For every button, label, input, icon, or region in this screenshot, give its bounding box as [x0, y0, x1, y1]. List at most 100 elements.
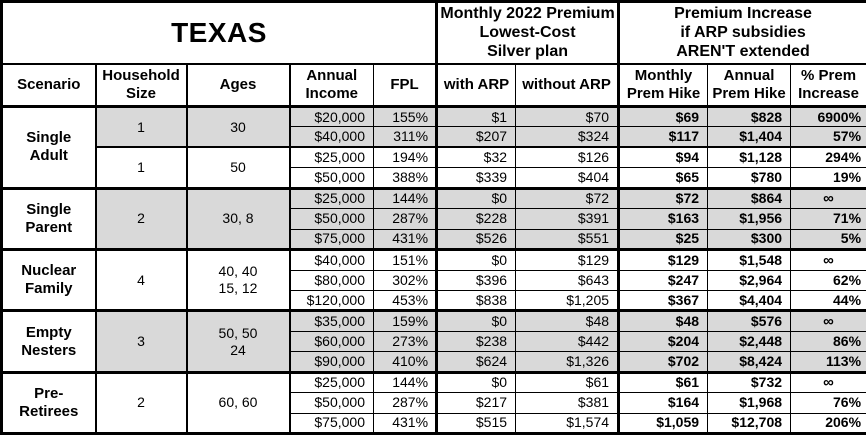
fpl-cell: 144%	[372, 186, 437, 209]
table-row: Single Adult 1 30 $20,000 155% $1 $70 $69 $828 690…	[1, 106, 866, 189]
fpl-cell: 194%	[372, 146, 437, 168]
without-arp-cell: $129	[515, 248, 619, 270]
annual-hike-cell: $1,404	[707, 126, 791, 148]
title-row: TEXAS Monthly 2022 Premium Lowest-Cost Sil…	[1, 1, 866, 65]
monthly-hike-cell: $247	[617, 269, 708, 291]
scenario-cell: Single Parent	[1, 186, 96, 250]
household-size-cell: 2	[94, 370, 187, 434]
table-row: $75,000 431% $515 $1,574 $1,059 $12,708 206%	[2, 412, 866, 434]
col-header-monthly-prem-hike: Monthly Prem Hike	[617, 63, 708, 108]
table-row: $40,000 311% $207 $324 $117 $1,404 57%	[2, 126, 866, 148]
pct-increase-cell: 86%	[790, 330, 866, 352]
without-arp-cell: $61	[515, 370, 619, 393]
premium-section-header: Monthly 2022 Premium Lowest-Cost Silver pl…	[435, 1, 619, 65]
with-arp-cell: $0	[435, 186, 516, 209]
annual-hike-cell: $12,708	[707, 412, 791, 434]
annual-hike-cell: $4,404	[707, 289, 791, 311]
with-arp-cell: $526	[435, 228, 516, 250]
without-arp-cell: $643	[515, 269, 619, 291]
fpl-cell: 431%	[372, 412, 437, 434]
with-arp-cell: $396	[435, 269, 516, 291]
fpl-cell: 311%	[372, 126, 437, 148]
with-arp-cell: $32	[435, 146, 516, 168]
with-arp-cell: $207	[435, 126, 516, 148]
ages-cell: 60, 60	[185, 370, 290, 434]
pct-increase-cell: ∞	[790, 186, 866, 209]
household-size-cell: 2	[94, 186, 187, 250]
monthly-hike-cell: $702	[617, 351, 708, 373]
with-arp-cell: $838	[435, 289, 516, 311]
income-cell: $25,000	[288, 146, 374, 168]
fpl-cell: 144%	[372, 370, 437, 393]
annual-hike-cell: $2,964	[707, 269, 791, 291]
fpl-cell: 159%	[372, 309, 437, 332]
table-row: $75,000 431% $526 $551 $25 $300 5%	[2, 228, 866, 250]
without-arp-cell: $126	[515, 146, 619, 168]
col-header-annual-prem-hike: Annual Prem Hike	[707, 63, 791, 108]
monthly-hike-cell: $117	[617, 126, 708, 148]
income-cell: $50,000	[288, 208, 374, 230]
pct-increase-cell: 206%	[790, 412, 866, 434]
monthly-hike-cell: $65	[617, 167, 708, 189]
income-cell: $40,000	[288, 248, 374, 270]
income-cell: $75,000	[288, 412, 374, 434]
monthly-hike-cell: $72	[617, 186, 708, 209]
table-row: $80,000 302% $396 $643 $247 $2,964 62%	[2, 269, 866, 291]
fpl-cell: 453%	[372, 289, 437, 311]
table-row: $90,000 410% $624 $1,326 $702 $8,424 113%	[2, 351, 866, 373]
fpl-cell: 287%	[372, 392, 437, 414]
ages-cell: 30	[185, 106, 290, 148]
table-row: 1 50 $25,000 194% $32 $126 $94 $1,128 294%	[2, 146, 866, 189]
table-row: $120,000 453% $838 $1,205 $367 $4,404 44%	[2, 289, 866, 311]
col-header-household-size: Household Size	[94, 63, 187, 108]
without-arp-cell: $381	[515, 392, 619, 414]
with-arp-cell: $0	[435, 248, 516, 270]
income-cell: $90,000	[288, 351, 374, 373]
with-arp-cell: $228	[435, 208, 516, 230]
with-arp-cell: $515	[435, 412, 516, 434]
ages-cell: 30, 8	[185, 186, 290, 250]
fpl-cell: 410%	[372, 351, 437, 373]
monthly-hike-cell: $163	[617, 208, 708, 230]
household-size-cell: 1	[94, 146, 187, 189]
monthly-hike-cell: $61	[617, 370, 708, 393]
monthly-hike-cell: $48	[617, 309, 708, 332]
fpl-cell: 431%	[372, 228, 437, 250]
household-size-cell: 4	[94, 248, 187, 311]
table-row: Pre- Retirees 2 60, 60 $25,000 144% $0 $61 $61 $7…	[1, 370, 866, 434]
pct-increase-cell: 44%	[790, 289, 866, 311]
ages-cell: 50, 50 24	[185, 309, 290, 373]
with-arp-cell: $0	[435, 370, 516, 393]
without-arp-cell: $391	[515, 208, 619, 230]
with-arp-cell: $0	[435, 309, 516, 332]
income-cell: $25,000	[288, 186, 374, 209]
scenario-cell: Pre- Retirees	[1, 370, 96, 434]
pct-increase-cell: 113%	[790, 351, 866, 373]
without-arp-cell: $551	[515, 228, 619, 250]
table-row: $60,000 273% $238 $442 $204 $2,448 86%	[2, 330, 866, 352]
table-row: Empty Nesters 3 50, 50 24 $35,000 159% $0 $48 $48…	[1, 309, 866, 373]
fpl-cell: 155%	[372, 106, 437, 127]
without-arp-cell: $442	[515, 330, 619, 352]
pct-increase-cell: 71%	[790, 208, 866, 230]
without-arp-cell: $1,205	[515, 289, 619, 311]
pct-increase-cell: 57%	[790, 126, 866, 148]
monthly-hike-cell: $94	[617, 146, 708, 168]
without-arp-cell: $404	[515, 167, 619, 189]
fpl-cell: 273%	[372, 330, 437, 352]
fpl-cell: 151%	[372, 248, 437, 270]
without-arp-cell: $1,326	[515, 351, 619, 373]
monthly-hike-cell: $1,059	[617, 412, 708, 434]
table-row: $50,000 287% $228 $391 $163 $1,956 71%	[2, 208, 866, 230]
without-arp-cell: $324	[515, 126, 619, 148]
col-header-pct-prem-increase: % Prem Increase	[790, 63, 866, 108]
monthly-hike-cell: $69	[617, 106, 708, 127]
fpl-cell: 302%	[372, 269, 437, 291]
pct-increase-cell: 76%	[790, 392, 866, 414]
monthly-hike-cell: $204	[617, 330, 708, 352]
fpl-cell: 287%	[372, 208, 437, 230]
annual-hike-cell: $300	[707, 228, 791, 250]
annual-hike-cell: $8,424	[707, 351, 791, 373]
scenario-cell: Nuclear Family	[1, 248, 96, 311]
